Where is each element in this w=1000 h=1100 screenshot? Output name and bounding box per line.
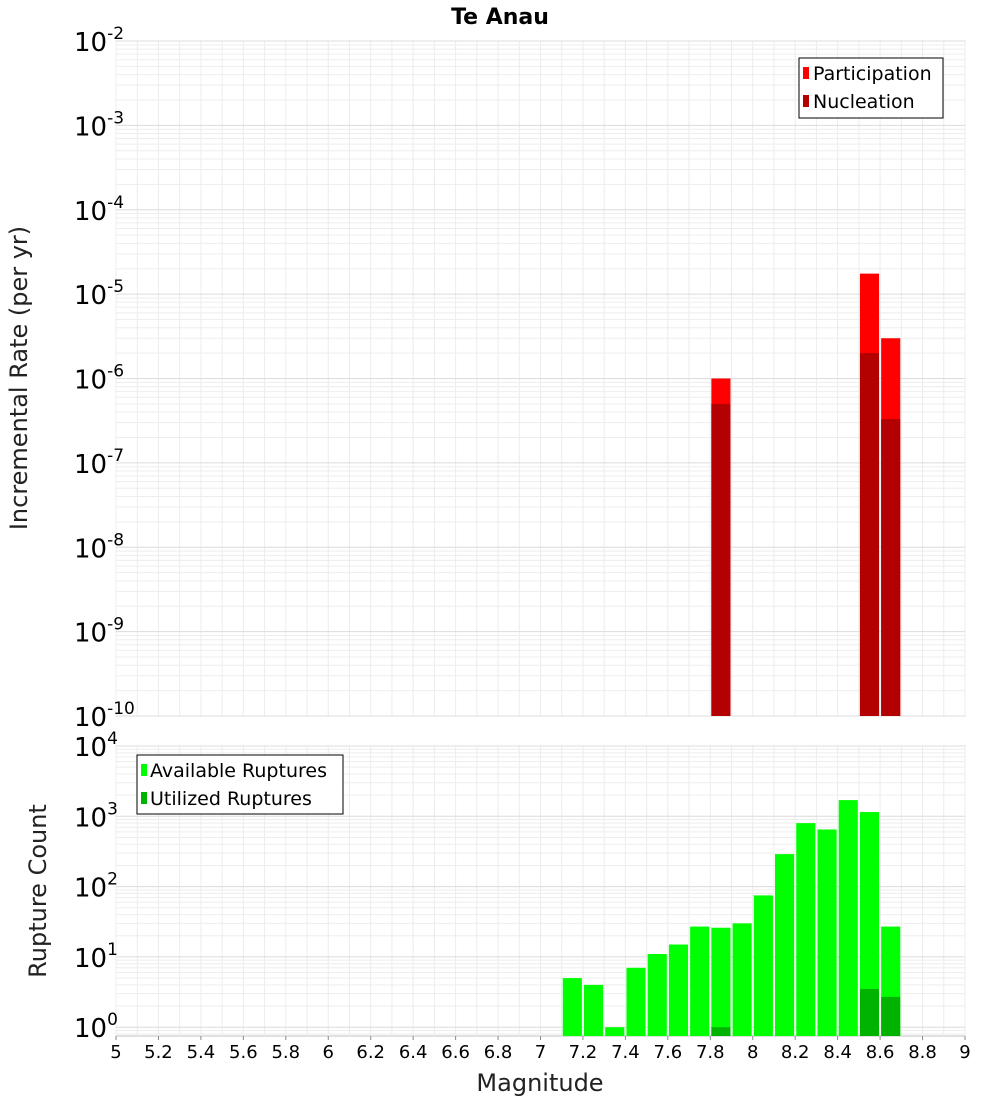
available-ruptures-bar (817, 829, 837, 1036)
available-ruptures-bar (838, 800, 858, 1036)
participation-legend-swatch (803, 67, 809, 79)
rate-y-axis-label: Incremental Rate (per yr) (5, 226, 33, 530)
utilized-ruptures-legend-label: Utilized Ruptures (150, 788, 312, 810)
available-ruptures-bar (796, 823, 816, 1036)
count-bars (562, 800, 901, 1036)
rate-y-ticks: 10-10 10-9 10-8 10-7 10-6 10-5 10-4 10-3 10-2 (74, 24, 135, 733)
available-ruptures-bar (668, 944, 689, 1036)
x-tick-label: 6.2 (356, 1042, 385, 1063)
available-ruptures-bar (775, 854, 795, 1036)
magnitude-x-ticks: 5 5.2 5.4 5.6 5.8 6 6.2 6.4 6.6 6.8 7 7.2 7.4 7.6 7.8 8… (110, 1036, 971, 1063)
x-tick-label: 7.2 (569, 1042, 598, 1063)
utilized-ruptures-bar (711, 1027, 731, 1036)
count-legend: Available Ruptures Utilized Ruptures (136, 754, 344, 815)
x-tick-label: 7.4 (611, 1042, 640, 1063)
count-panel: 100 101 102 103 104 5 5.2 5.4 5.6 5.8 6 6.2 6.4 6.6 6… (24, 729, 971, 1097)
available-ruptures-legend-label: Available Ruptures (150, 760, 327, 782)
rate-legend-box (798, 57, 944, 119)
x-tick-label: 8.8 (908, 1042, 937, 1063)
rate-grid (115, 40, 966, 717)
y-tick-label: 10-9 (74, 615, 124, 649)
y-tick-label: 10-8 (74, 530, 124, 564)
chart-title: Te Anau (451, 5, 549, 30)
available-ruptures-bar (605, 1027, 625, 1036)
y-tick-label: 104 (74, 729, 118, 763)
utilized-ruptures-bar (859, 988, 880, 1036)
y-tick-label: 103 (74, 799, 118, 833)
x-tick-label: 6.4 (399, 1042, 428, 1063)
nucleation-bar (711, 403, 731, 716)
x-tick-label: 6.8 (484, 1042, 513, 1063)
count-y-axis-label: Rupture Count (24, 804, 52, 978)
x-tick-label: 8.6 (866, 1042, 895, 1063)
rate-legend: Participation Nucleation (798, 57, 944, 119)
available-ruptures-bar (584, 984, 604, 1036)
available-ruptures-bar (859, 812, 880, 1036)
rate-panel: 10-10 10-9 10-8 10-7 10-6 10-5 10-4 10-3 10-2 In… (5, 24, 966, 733)
x-tick-label: 5.8 (271, 1042, 300, 1063)
x-axis-label: Magnitude (476, 1069, 603, 1097)
x-tick-label: 5.2 (144, 1042, 173, 1063)
x-tick-label: 7.6 (654, 1042, 683, 1063)
y-tick-label: 10-2 (74, 24, 124, 58)
available-ruptures-bar (626, 967, 646, 1036)
x-tick-label: 8.2 (781, 1042, 810, 1063)
nucleation-bar (859, 353, 880, 716)
nucleation-bar (881, 419, 901, 716)
nucleation-legend-swatch (803, 95, 809, 107)
rate-bars (711, 273, 901, 716)
x-tick-label: 9 (959, 1042, 970, 1063)
x-tick-label: 7 (535, 1042, 546, 1063)
participation-legend-label: Participation (813, 63, 932, 85)
y-tick-label: 10-4 (74, 193, 124, 227)
y-tick-label: 100 (74, 1010, 118, 1044)
y-tick-label: 102 (74, 870, 118, 904)
x-tick-label: 6.6 (441, 1042, 470, 1063)
y-tick-label: 10-7 (74, 446, 124, 480)
available-ruptures-bar (753, 895, 773, 1036)
utilized-ruptures-bar (881, 996, 901, 1036)
x-tick-label: 5.6 (229, 1042, 258, 1063)
available-ruptures-bar (690, 926, 710, 1036)
x-tick-label: 6 (323, 1042, 334, 1063)
available-ruptures-bar (562, 978, 582, 1036)
x-tick-label: 8 (747, 1042, 758, 1063)
x-tick-label: 8.4 (823, 1042, 852, 1063)
x-tick-label: 5.4 (187, 1042, 216, 1063)
y-tick-label: 10-10 (74, 699, 135, 733)
count-y-ticks: 100 101 102 103 104 (74, 729, 118, 1044)
nucleation-legend-label: Nucleation (813, 91, 915, 113)
x-tick-label: 7.8 (696, 1042, 725, 1063)
count-legend-box (136, 754, 344, 815)
y-tick-label: 10-3 (74, 108, 124, 142)
y-tick-label: 10-5 (74, 277, 124, 311)
y-tick-label: 10-6 (74, 362, 124, 396)
available-ruptures-bar (647, 954, 667, 1036)
available-ruptures-bar (732, 923, 752, 1036)
utilized-ruptures-legend-swatch (141, 792, 147, 804)
available-ruptures-legend-swatch (141, 764, 147, 776)
y-tick-label: 101 (74, 940, 118, 974)
available-ruptures-bar (711, 927, 731, 1036)
x-tick-label: 5 (110, 1042, 121, 1063)
